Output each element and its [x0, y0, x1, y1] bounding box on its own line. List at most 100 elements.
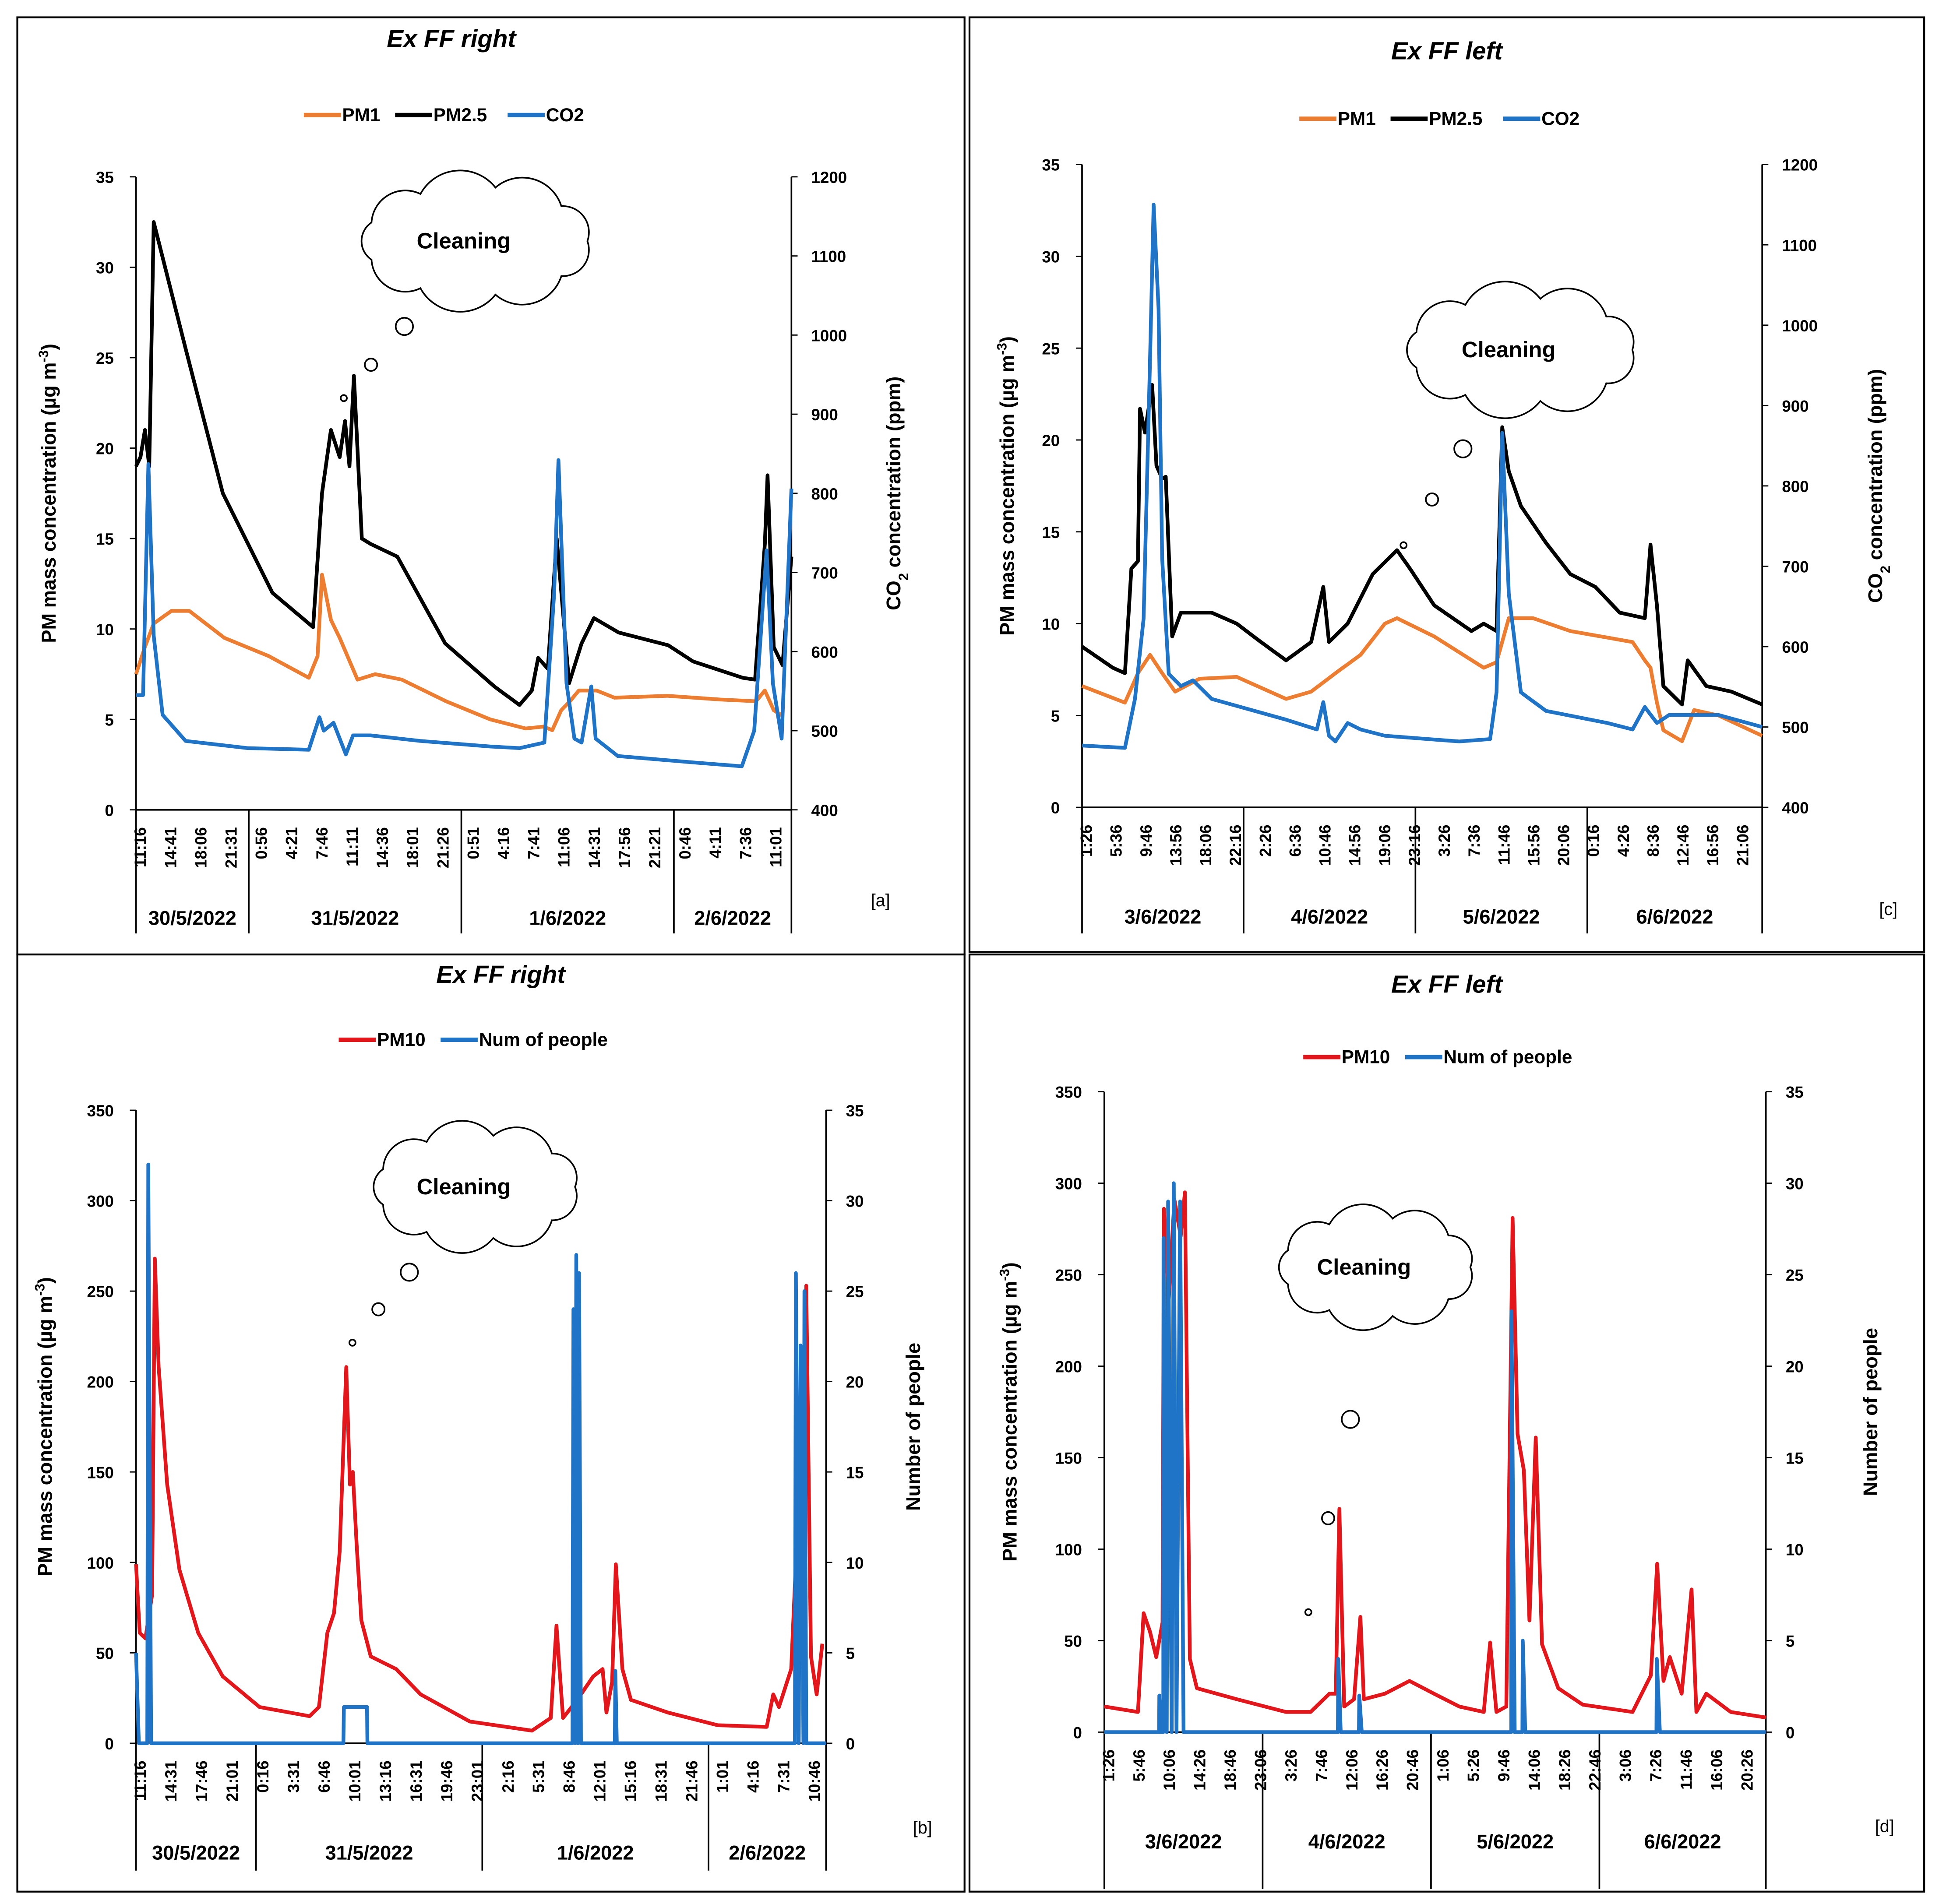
chart-panel-a: Ex FF right 0 5 10 15 20 25 30 35 400 500 600 700 800… — [16, 16, 966, 956]
x-tick-label: 5:31 — [530, 1760, 548, 1792]
x-tick-label: 16:31 — [407, 1760, 425, 1802]
series-line-pm1 — [134, 573, 784, 732]
legend-entry: PM2.5 — [1429, 108, 1482, 129]
x-tick-label: 4:11 — [706, 827, 724, 858]
left-axis-title-sup: -3 — [994, 343, 1009, 355]
cloud-callout-text: Cleaning — [1462, 337, 1556, 362]
right-axis-title: CO2 concentration (ppm) — [882, 377, 911, 610]
right-tick-label: 400 — [1782, 799, 1809, 817]
x-tick-label: 23:01 — [469, 1760, 487, 1802]
thought-bubble — [1453, 439, 1473, 458]
x-tick-label: 21:06 — [1734, 825, 1752, 866]
x-tick-label: 21:26 — [434, 827, 452, 868]
x-tick-label: 16:06 — [1708, 1749, 1726, 1791]
x-tick-label: 6:36 — [1286, 825, 1304, 857]
right-tick-label: 1100 — [811, 248, 846, 266]
x-tick-label: 4:16 — [494, 827, 512, 859]
panel-border — [968, 954, 1925, 1893]
chart-title: Ex FF left — [1391, 37, 1503, 65]
left-axis-title-main: PM mass concentration (µg m — [996, 355, 1019, 636]
legend-entry: Num of people — [1443, 1047, 1572, 1067]
thought-bubble — [340, 394, 348, 402]
legend-entry: PM10 — [377, 1029, 426, 1050]
panel-border — [968, 16, 1925, 953]
thought-bubble — [371, 1302, 386, 1316]
left-tick-label: 20 — [96, 440, 114, 458]
right-tick-label: 700 — [1782, 558, 1809, 576]
right-axis-title-main: Number of people — [1859, 1328, 1882, 1496]
day-label: 5/6/2022 — [1463, 906, 1540, 928]
right-axis-title-main: CO — [882, 581, 905, 610]
day-label: 2/6/2022 — [729, 1841, 806, 1864]
x-tick-label: 11:46 — [1495, 825, 1513, 865]
right-tick-label: 15 — [1786, 1450, 1804, 1468]
right-tick-label: 1000 — [811, 327, 847, 345]
x-tick-label: 1:26 — [1078, 825, 1096, 857]
panel-label: [a] — [871, 891, 890, 910]
legend-entry: PM1 — [1338, 108, 1376, 129]
panel-border — [16, 16, 966, 956]
left-tick-label: 30 — [96, 259, 114, 277]
left-axis-title: PM mass concentration (µg m-3) — [32, 1277, 56, 1577]
thought-bubble — [364, 358, 378, 372]
left-axis-title-main: PM mass concentration (µg m — [34, 1296, 56, 1577]
x-tick-label: 14:36 — [374, 827, 391, 868]
right-tick-label: 20 — [846, 1373, 864, 1391]
left-tick-label: 300 — [87, 1193, 114, 1211]
x-tick-label: 5:26 — [1465, 1749, 1483, 1781]
cloud-callout — [373, 1120, 578, 1254]
x-tick-label: 15:56 — [1525, 825, 1543, 866]
x-tick-label: 16:56 — [1704, 825, 1722, 866]
x-tick-label: 13:56 — [1167, 825, 1185, 866]
x-tick-label: 10:46 — [805, 1760, 823, 1802]
legend-entry: CO2 — [546, 105, 584, 125]
x-tick-label: 4:21 — [283, 827, 301, 859]
x-tick-label: 21:31 — [222, 827, 240, 868]
x-tick-label: 8:46 — [561, 1760, 578, 1792]
cloud-callout-text: Cleaning — [417, 229, 511, 253]
series-line-pm2-5 — [134, 220, 793, 707]
x-tick-label: 14:41 — [162, 827, 180, 868]
chart-title: Ex FF right — [387, 25, 517, 52]
panel-border — [16, 954, 966, 1893]
left-tick-label: 0 — [105, 802, 113, 820]
x-tick-label: 18:26 — [1556, 1749, 1574, 1791]
day-label: 5/6/2022 — [1477, 1830, 1554, 1853]
x-tick-label: 0:56 — [253, 827, 271, 859]
day-label: 1/6/2022 — [529, 907, 606, 929]
right-axis-title-main: CO — [1864, 573, 1886, 603]
left-tick-label: 200 — [1055, 1358, 1082, 1376]
x-tick-label: 1:26 — [1100, 1749, 1118, 1781]
left-axis-title: PM mass concentration (µg m-3) — [994, 336, 1019, 636]
day-label: 31/5/2022 — [311, 907, 399, 929]
x-tick-label: 14:06 — [1525, 1749, 1543, 1791]
thought-bubble — [400, 1263, 419, 1282]
cloud-callout-text: Cleaning — [417, 1174, 511, 1199]
x-tick-label: 7:41 — [525, 827, 543, 859]
thought-bubble — [1321, 1511, 1335, 1525]
right-tick-label: 900 — [811, 406, 838, 424]
x-tick-label: 7:46 — [1312, 1749, 1330, 1781]
chart-panel-d: Ex FF left 0 50 100 150 200 250 300 350 0 5 10 15 20 2… — [968, 954, 1925, 1893]
x-tick-label: 3:26 — [1282, 1749, 1300, 1781]
left-tick-label: 0 — [1073, 1724, 1082, 1742]
right-axis-title-end: concentration (ppm) — [1864, 369, 1886, 566]
x-tick-label: 10:06 — [1160, 1749, 1178, 1791]
right-axis-title: CO2 concentration (ppm) — [1864, 369, 1893, 603]
chart-panel-b: Ex FF right 0 50 100 150 200 250 300 350 0 5 10 15 20… — [16, 954, 966, 1893]
left-axis-title-end: ) — [38, 344, 60, 350]
x-tick-label: 21:01 — [223, 1760, 241, 1802]
left-axis-title-end: ) — [996, 336, 1019, 343]
right-tick-label: 5 — [846, 1644, 855, 1662]
x-tick-label: 1:01 — [714, 1760, 732, 1792]
right-tick-label: 600 — [1782, 638, 1809, 656]
x-tick-label: 17:56 — [616, 827, 634, 868]
right-tick-label: 35 — [846, 1102, 864, 1120]
left-tick-label: 150 — [1055, 1450, 1082, 1468]
x-tick-label: 4:26 — [1615, 825, 1632, 857]
left-axis-title: PM mass concentration (µg m-3) — [997, 1262, 1021, 1562]
day-label: 4/6/2022 — [1291, 906, 1368, 928]
right-tick-label: 700 — [811, 564, 838, 582]
thought-bubble — [348, 1338, 356, 1347]
